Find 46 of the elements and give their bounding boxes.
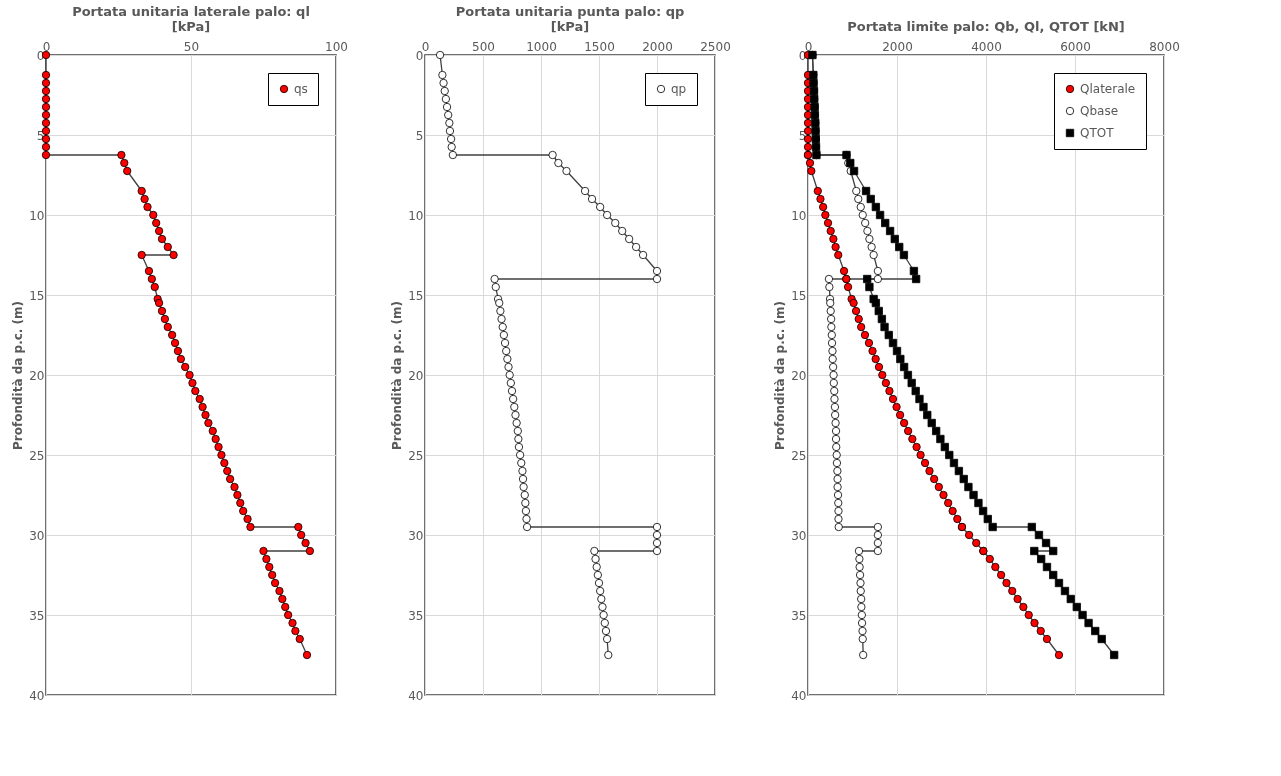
y-tick-label: 5 — [415, 128, 424, 143]
y-axis-title: Profondità da p.c. (m) — [390, 300, 405, 451]
y-tick-label: 10 — [29, 208, 45, 223]
x-tick-label: 500 — [472, 39, 495, 54]
x-tick-label: 1000 — [526, 39, 557, 54]
x-tick-label: 2500 — [700, 39, 731, 54]
y-tick-label: 30 — [408, 528, 424, 543]
y-tick-label: 15 — [29, 288, 45, 303]
y-axis-title: Profondità da p.c. (m) — [773, 300, 788, 451]
legend-label: Qbase — [1080, 104, 1119, 118]
x-tick-label: 1500 — [584, 39, 615, 54]
x-tick-label: 2000 — [882, 39, 913, 54]
y-tick-label: 25 — [408, 448, 424, 463]
y-tick-label: 20 — [408, 368, 424, 383]
x-tick-label: 6000 — [1060, 39, 1091, 54]
y-tick-label: 30 — [29, 528, 45, 543]
y-tick-label: 10 — [408, 208, 424, 223]
y-tick-label: 20 — [29, 368, 45, 383]
chart-title: Portata limite palo: Qb, Ql, QTOT [kN] — [847, 19, 1125, 34]
y-tick-label: 10 — [791, 208, 807, 223]
y-tick-label: 20 — [791, 368, 807, 383]
x-tick-label: 2000 — [642, 39, 673, 54]
y-tick-label: 40 — [408, 688, 424, 703]
legend-label: qs — [294, 82, 308, 96]
x-tick-label: 100 — [325, 39, 348, 54]
x-tick-label: 50 — [183, 39, 200, 54]
y-axis-title: Profondità da p.c. (m) — [11, 300, 26, 451]
y-tick-label: 35 — [791, 608, 807, 623]
y-tick-label: 25 — [29, 448, 45, 463]
y-tick-label: 35 — [29, 608, 45, 623]
legend-label: Qlaterale — [1080, 82, 1136, 96]
y-tick-label: 40 — [791, 688, 807, 703]
chart-title: Portata unitaria laterale palo: ql [kPa] — [72, 4, 310, 34]
y-tick-label: 15 — [791, 288, 807, 303]
chart-title: Portata unitaria punta palo: qp [kPa] — [455, 4, 685, 34]
legend-label: qp — [671, 82, 687, 96]
y-tick-label: 35 — [408, 608, 424, 623]
y-tick-label: 25 — [791, 448, 807, 463]
y-tick-label: 40 — [29, 688, 45, 703]
x-tick-label: 4000 — [971, 39, 1002, 54]
y-tick-label: 5 — [36, 128, 45, 143]
x-tick-label: 8000 — [1149, 39, 1180, 54]
y-tick-label: 5 — [798, 128, 807, 143]
y-tick-label: 30 — [791, 528, 807, 543]
legend-label: QTOT — [1080, 126, 1115, 140]
y-tick-label: 15 — [408, 288, 424, 303]
